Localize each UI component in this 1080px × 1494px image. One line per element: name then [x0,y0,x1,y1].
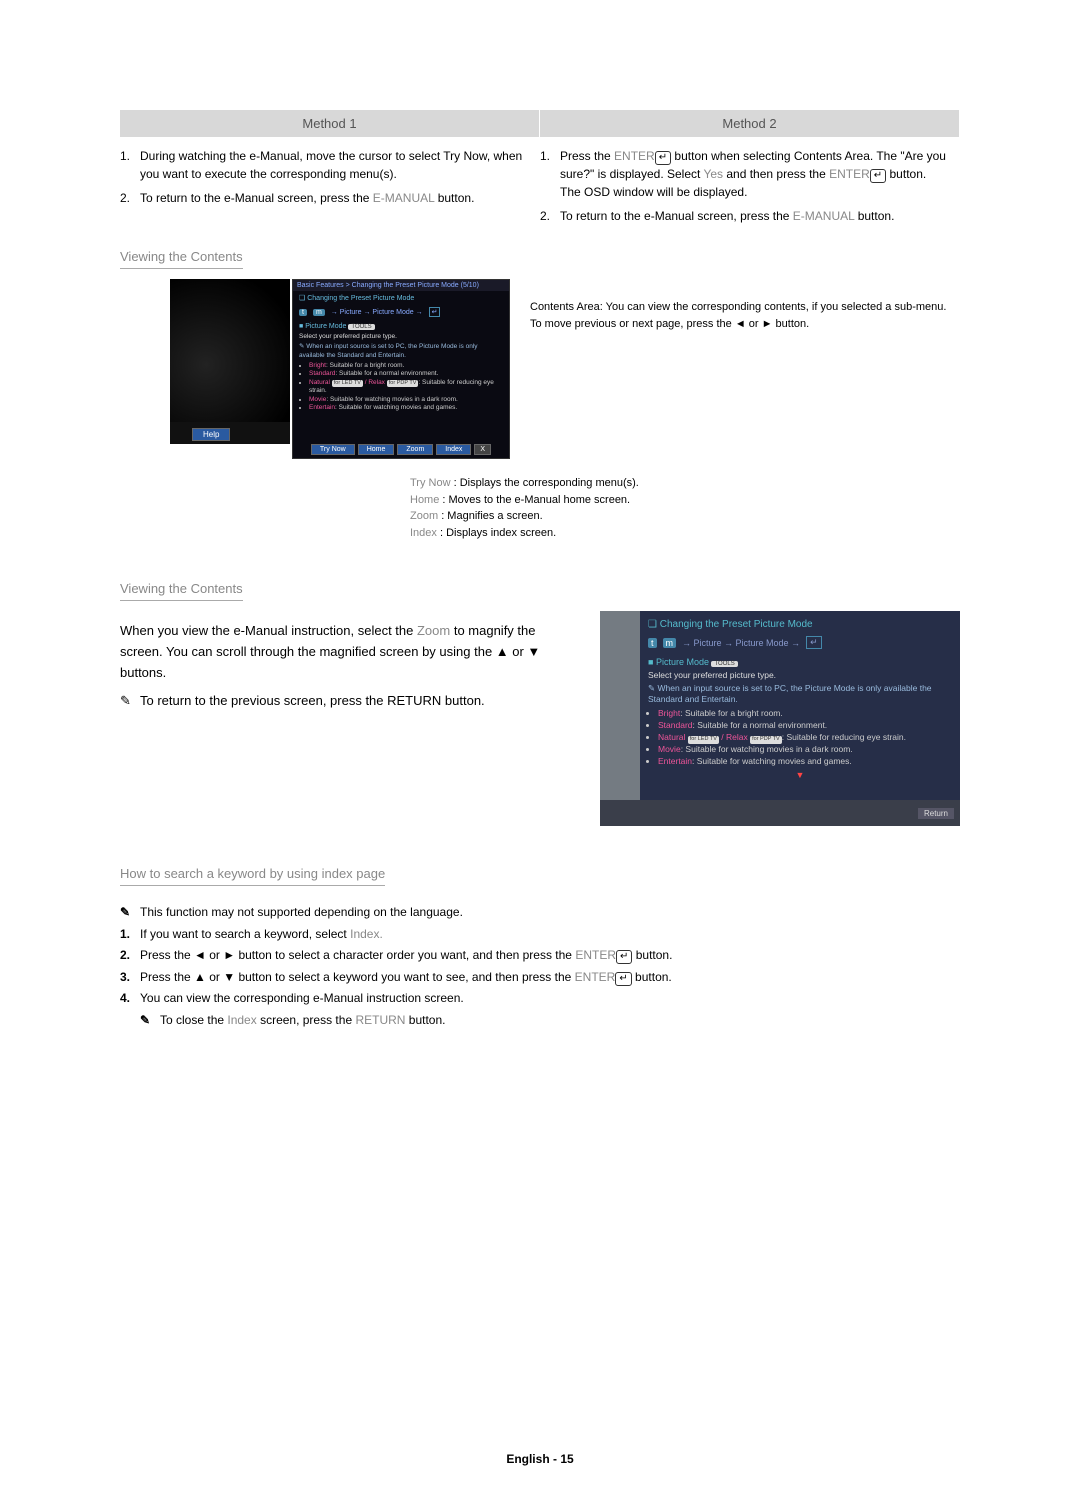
mode-list: Bright: Suitable for a bright room. Stan… [648,708,952,767]
button-descriptions: Try Now : Displays the corresponding men… [410,475,960,541]
viewing-contents-title-1: Viewing the Contents [120,249,243,269]
method2-step1: Press the ENTER↵ button when selecting C… [560,147,948,201]
howto-step4: You can view the corresponding e-Manual … [140,988,464,1010]
remote-key-m: m [663,638,677,648]
body-intro: Select your preferred picture type. [648,670,952,680]
step-num: 2. [120,945,140,967]
method2-step2: To return to the e-Manual screen, press … [560,207,894,225]
note: ✎ When an input source is set to PC, the… [299,343,503,360]
howto-step2: Press the ◄ or ► button to select a char… [140,945,672,967]
howto-close: To close the Index screen, press the RET… [160,1010,445,1032]
howto-step3: Press the ▲ or ▼ button to select a keyw… [140,967,672,989]
mode-list: Bright: Suitable for a bright room. Stan… [299,362,503,413]
methods-row: Method 1 1.During watching the e-Manual,… [120,110,960,231]
return-button[interactable]: Return [918,808,954,819]
remote-key-t: t [648,638,657,648]
remote-key-m: m [313,309,325,316]
method1-header: Method 1 [120,110,540,137]
scroll-down-icon: ▼ [648,770,952,780]
body-intro: Select your preferred picture type. [299,332,503,341]
subheading: ■ Picture Mode TOOLS [648,657,952,667]
enter-indicator-icon: ↵ [429,307,441,317]
zoom-button[interactable]: Zoom [397,444,433,455]
try-now-button[interactable]: Try Now [311,444,355,455]
note-icon: ✎ [140,1010,160,1032]
home-button[interactable]: Home [358,444,395,455]
howto-step1: If you want to search a keyword, select … [140,924,383,946]
contents-area-desc: Contents Area: You can view the correspo… [530,279,960,459]
page-footer: English - 15 [0,1452,1080,1466]
step-num: 3. [120,967,140,989]
method2-header: Method 2 [540,110,960,137]
return-note: To return to the previous screen, press … [140,691,485,711]
enter-icon: ↵ [616,950,632,964]
index-button[interactable]: Index [436,444,471,455]
nav-path: → Picture → Picture Mode → [682,638,800,648]
breadcrumb: Basic Features > Changing the Preset Pic… [293,280,509,291]
step-num: 1. [540,147,560,201]
step-num: 1. [120,147,140,183]
howto-search-title: How to search a keyword by using index p… [120,866,385,886]
remote-key-t: t [299,309,307,316]
howto-note: This function may not supported dependin… [140,902,463,924]
panel-heading: ❏ Changing the Preset Picture Mode [293,291,509,305]
note: ✎ When an input source is set to PC, the… [648,683,952,705]
viewing-contents-title-2: Viewing the Contents [120,581,243,601]
enter-icon: ↵ [870,169,886,183]
help-button[interactable]: Help [192,428,230,441]
note-icon: ✎ [120,902,140,924]
enter-icon: ↵ [615,972,631,986]
enter-icon: ↵ [655,151,671,165]
close-button[interactable]: X [474,444,491,455]
emanual-screenshot-1: Help Basic Features > Changing the Prese… [170,279,510,459]
step-num: 2. [540,207,560,225]
subheading: ■ Picture Mode TOOLS [299,323,503,330]
method1-step2: To return to the e-Manual screen, press … [140,189,474,207]
step-num: 1. [120,924,140,946]
panel-heading: ❏ Changing the Preset Picture Mode [648,617,952,632]
nav-path: → Picture → Picture Mode → [331,309,423,316]
step-num: 2. [120,189,140,207]
emanual-screenshot-2: ❏ Changing the Preset Picture Mode t m →… [600,611,960,826]
step-num: 4. [120,988,140,1010]
enter-indicator-icon: ↵ [806,636,822,649]
zoom-instruction: When you view the e-Manual instruction, … [120,621,580,683]
note-icon: ✎ [120,691,140,711]
method1-step1: During watching the e-Manual, move the c… [140,147,528,183]
